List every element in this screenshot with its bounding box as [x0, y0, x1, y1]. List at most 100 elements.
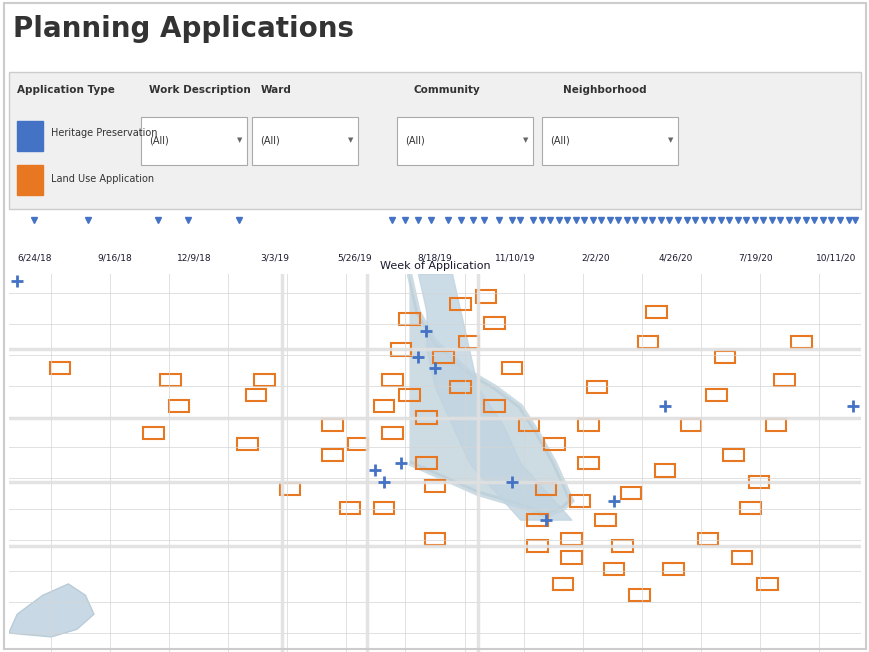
Text: 7/19/20: 7/19/20 — [738, 253, 772, 262]
Bar — [458, 336, 479, 348]
Bar — [322, 419, 342, 431]
Bar — [433, 351, 454, 363]
Text: ▼: ▼ — [522, 137, 527, 143]
Text: ▼: ▼ — [237, 137, 242, 143]
Bar — [373, 502, 394, 514]
Bar — [620, 487, 640, 499]
Bar — [765, 419, 786, 431]
FancyBboxPatch shape — [141, 117, 247, 165]
Bar — [773, 374, 794, 386]
Bar — [160, 374, 181, 386]
Bar — [348, 438, 368, 450]
Bar — [415, 411, 436, 424]
Bar — [527, 514, 547, 526]
Bar — [322, 449, 342, 462]
Bar — [518, 419, 539, 431]
Text: (All): (All) — [405, 135, 424, 145]
Text: (All): (All) — [149, 135, 169, 145]
Bar — [237, 438, 257, 450]
Bar — [415, 457, 436, 469]
Bar — [791, 336, 811, 348]
Text: Community: Community — [414, 85, 480, 95]
Bar — [654, 464, 674, 477]
Bar — [381, 374, 402, 386]
Bar — [484, 400, 504, 412]
Bar — [169, 400, 189, 412]
FancyBboxPatch shape — [396, 117, 533, 165]
Text: 10/11/20: 10/11/20 — [814, 253, 855, 262]
Text: Planning Applications: Planning Applications — [13, 16, 354, 43]
Bar — [381, 426, 402, 439]
Bar — [527, 540, 547, 552]
Text: Week of Application: Week of Application — [379, 261, 490, 271]
Text: ▼: ▼ — [667, 137, 673, 143]
Bar — [254, 374, 275, 386]
Bar — [731, 552, 752, 563]
Text: (All): (All) — [260, 135, 280, 145]
Bar — [603, 563, 624, 575]
Text: Neighborhood: Neighborhood — [562, 85, 646, 95]
Bar — [543, 438, 564, 450]
Polygon shape — [409, 274, 571, 516]
Bar — [339, 502, 360, 514]
Bar — [722, 449, 743, 462]
FancyBboxPatch shape — [251, 117, 358, 165]
Bar — [561, 533, 581, 544]
Bar — [280, 483, 300, 496]
Bar — [637, 336, 658, 348]
Text: Ward: Ward — [260, 85, 291, 95]
Bar — [535, 483, 555, 496]
Text: Application Type: Application Type — [17, 85, 115, 95]
Bar — [578, 419, 598, 431]
Bar — [663, 563, 683, 575]
Text: 8/18/19: 8/18/19 — [417, 253, 452, 262]
Bar — [373, 400, 394, 412]
Bar — [552, 578, 573, 590]
Bar — [646, 306, 667, 318]
Bar — [697, 533, 717, 544]
Bar — [586, 381, 607, 393]
Bar — [399, 313, 419, 325]
Bar — [390, 344, 411, 355]
Bar — [713, 351, 734, 363]
Text: (All): (All) — [549, 135, 569, 145]
Text: 12/9/18: 12/9/18 — [177, 253, 212, 262]
FancyBboxPatch shape — [541, 117, 677, 165]
Text: 11/10/19: 11/10/19 — [494, 253, 534, 262]
Text: ▼: ▼ — [348, 137, 353, 143]
Bar — [756, 578, 777, 590]
Text: 9/16/18: 9/16/18 — [97, 253, 131, 262]
Bar — [245, 389, 266, 401]
Bar — [578, 457, 598, 469]
Bar — [748, 476, 768, 488]
Bar — [740, 502, 760, 514]
Text: Work Description: Work Description — [149, 85, 251, 95]
Bar — [424, 533, 445, 544]
Bar — [680, 419, 700, 431]
Bar — [17, 121, 43, 151]
Bar — [50, 363, 70, 374]
Bar — [17, 165, 43, 195]
Bar — [450, 381, 470, 393]
Text: 3/3/19: 3/3/19 — [260, 253, 289, 262]
Bar — [143, 426, 163, 439]
Bar — [450, 298, 470, 310]
Text: 5/26/19: 5/26/19 — [337, 253, 372, 262]
Bar — [561, 552, 581, 563]
Text: Heritage Preservation: Heritage Preservation — [51, 128, 157, 138]
Bar — [706, 389, 726, 401]
FancyBboxPatch shape — [9, 72, 860, 209]
Text: 4/26/20: 4/26/20 — [658, 253, 692, 262]
Bar — [475, 291, 496, 303]
Bar — [594, 514, 615, 526]
Text: 2/2/20: 2/2/20 — [580, 253, 609, 262]
Bar — [628, 589, 649, 601]
Bar — [569, 495, 589, 507]
Text: 6/24/18: 6/24/18 — [17, 253, 51, 262]
Bar — [501, 363, 521, 374]
Bar — [424, 480, 445, 492]
Polygon shape — [9, 584, 94, 637]
Text: Land Use Application: Land Use Application — [51, 173, 155, 183]
Bar — [612, 540, 632, 552]
Bar — [484, 317, 504, 329]
